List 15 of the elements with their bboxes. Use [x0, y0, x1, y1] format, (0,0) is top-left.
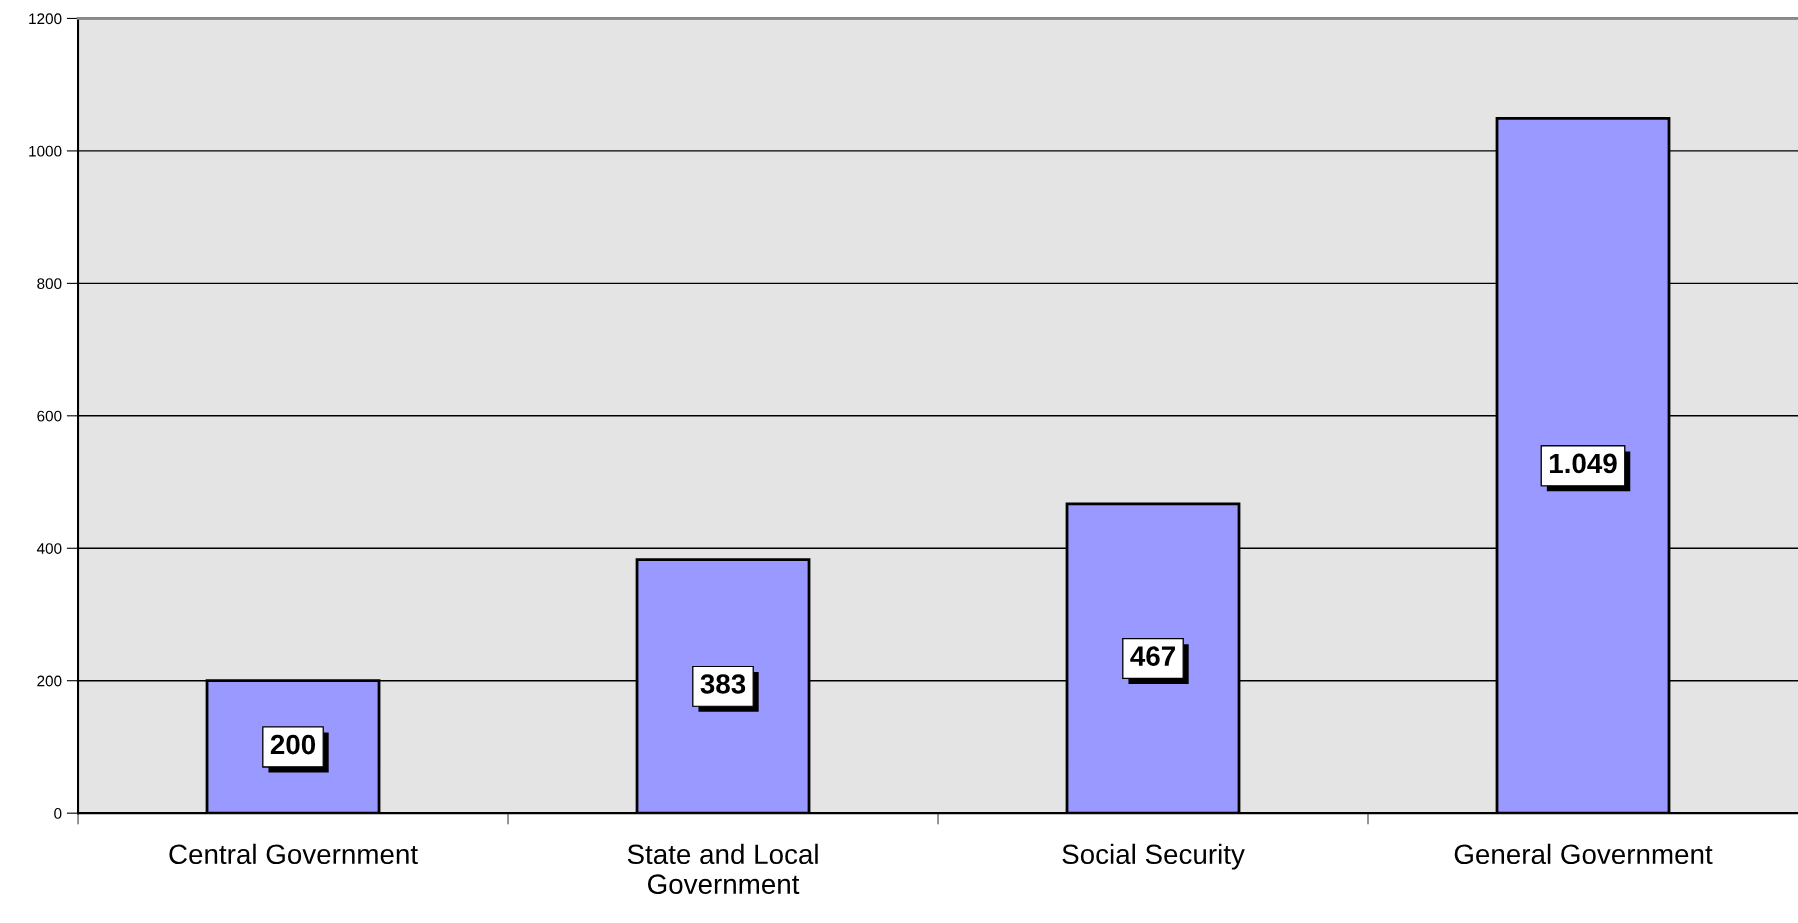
- data-label: 383: [700, 674, 746, 694]
- y-tick-label: 0: [54, 808, 62, 819]
- data-label: 200: [270, 734, 316, 755]
- y-tick-label: 400: [36, 543, 62, 554]
- x-tick-label: Central Government: [169, 843, 418, 865]
- y-tick-label: 600: [37, 410, 62, 422]
- data-label: 467: [1130, 646, 1175, 666]
- y-tick-label: 1200: [29, 13, 62, 25]
- x-tick-label: State and Local Government: [627, 843, 818, 895]
- y-tick-label: 800: [37, 278, 62, 290]
- x-tick-label: General Government: [1454, 843, 1713, 865]
- data-label: 1.049: [1550, 453, 1617, 474]
- x-tick-label: Social Security: [1062, 843, 1245, 870]
- y-tick-label: 1000: [29, 145, 62, 157]
- y-tick-label: 200: [37, 675, 62, 687]
